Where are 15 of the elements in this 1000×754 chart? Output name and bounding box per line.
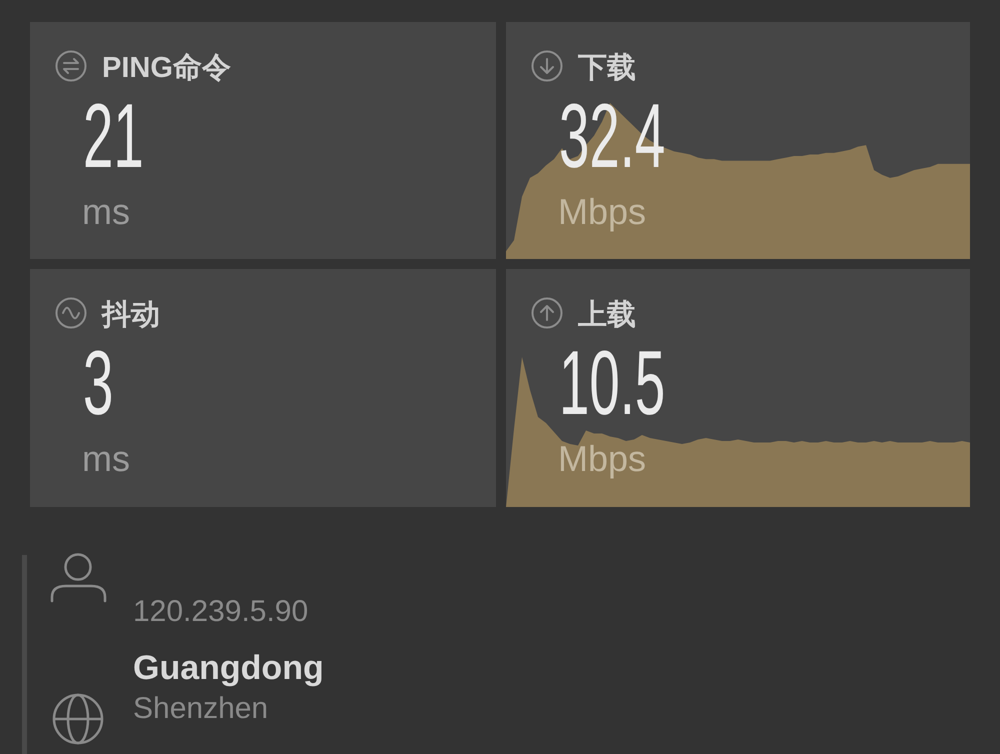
text: Shenzhen	[133, 692, 268, 725]
text: 3	[83, 332, 114, 434]
annotation: 32.4	[559, 84, 666, 186]
text: PING命令	[102, 52, 231, 84]
annotation: Mbps	[558, 191, 646, 232]
text: Guangdong	[133, 649, 324, 687]
annotation: 10.5	[559, 332, 666, 434]
chart-title: 上载	[577, 299, 636, 331]
text: 120.239.5.90	[133, 595, 308, 628]
text: 抖动	[101, 299, 160, 331]
text: ms	[82, 191, 130, 232]
text: ms	[82, 438, 130, 479]
text: 21	[83, 84, 144, 186]
annotation: Mbps	[558, 438, 646, 479]
chart-title: 下载	[577, 52, 636, 84]
